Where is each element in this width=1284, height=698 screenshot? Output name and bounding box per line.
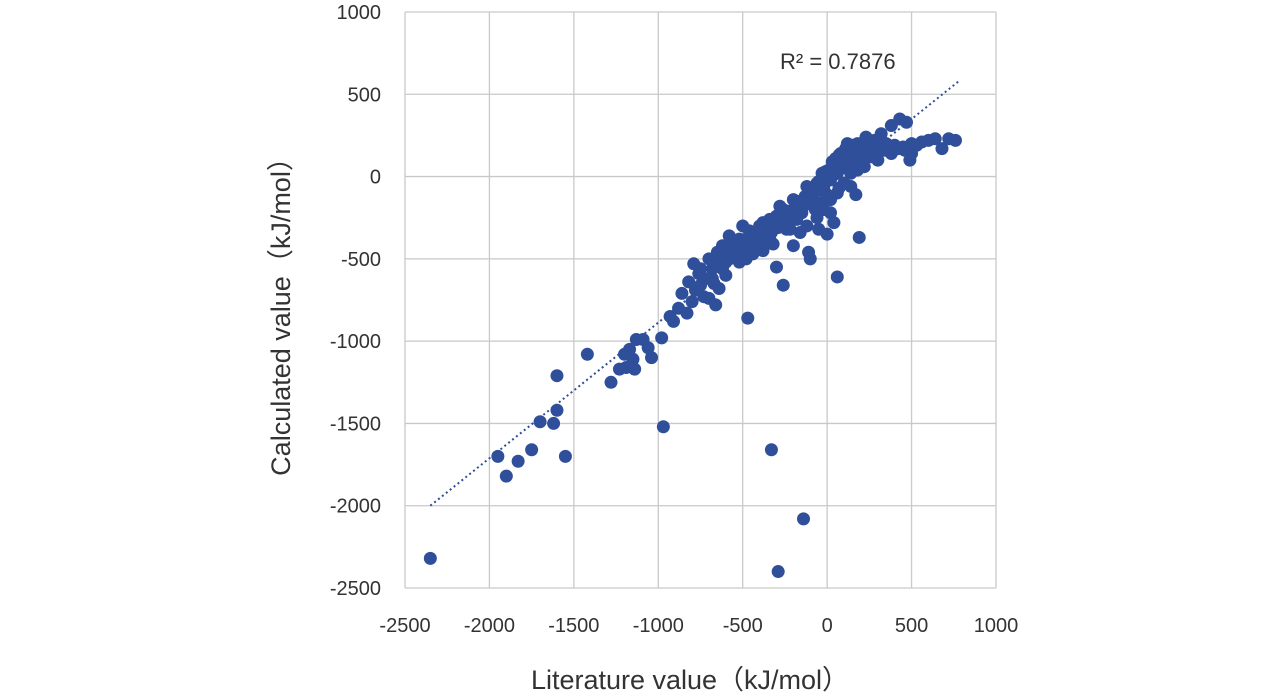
data-point xyxy=(785,207,799,221)
data-point xyxy=(491,449,505,463)
data-point xyxy=(797,512,811,526)
data-point xyxy=(641,341,655,355)
x-tick-label: 500 xyxy=(895,615,928,637)
data-point xyxy=(685,295,699,309)
data-point xyxy=(558,449,572,463)
x-tick-label: -2500 xyxy=(379,615,430,637)
data-point xyxy=(900,115,914,129)
data-point xyxy=(849,188,863,202)
data-point xyxy=(839,153,853,167)
data-point xyxy=(550,369,564,383)
y-tick-label: -2000 xyxy=(330,496,381,518)
data-point xyxy=(680,306,694,320)
data-point xyxy=(820,227,834,241)
y-tick-label: -500 xyxy=(341,249,381,271)
data-point xyxy=(803,252,817,266)
x-tick-label: 1000 xyxy=(974,615,1019,637)
data-point xyxy=(827,216,841,230)
x-tick-label: -500 xyxy=(723,615,763,637)
data-point xyxy=(623,342,637,356)
data-point xyxy=(905,147,919,161)
data-point xyxy=(525,443,539,457)
data-points xyxy=(423,112,962,579)
data-point xyxy=(628,362,642,376)
data-point xyxy=(675,286,689,300)
data-point xyxy=(852,230,866,244)
data-point xyxy=(666,314,680,328)
data-point xyxy=(773,199,787,213)
data-point xyxy=(550,403,564,417)
data-point xyxy=(423,551,437,565)
data-point xyxy=(800,219,814,233)
data-point xyxy=(645,351,659,365)
data-point xyxy=(764,443,778,457)
data-point xyxy=(626,352,640,366)
data-point xyxy=(511,454,525,468)
data-point xyxy=(533,415,547,429)
data-point xyxy=(719,268,733,282)
data-point xyxy=(604,375,618,389)
data-point xyxy=(817,202,831,216)
gridlines xyxy=(404,11,997,589)
tick-labels: -2500 -2000 -1500 -1000 -500 0 500 1000 1000 500 0… xyxy=(330,2,1018,637)
data-point xyxy=(825,161,839,175)
data-point xyxy=(655,331,669,345)
data-point xyxy=(547,416,561,430)
data-point xyxy=(852,142,866,156)
data-point xyxy=(805,186,819,200)
data-point xyxy=(722,229,736,243)
y-axis-title: Calculated value（kJ/mol） xyxy=(266,144,296,476)
r-squared-label: R² = 0.7876 xyxy=(780,49,896,74)
data-point xyxy=(830,186,844,200)
data-point xyxy=(948,133,962,147)
x-tick-label: 0 xyxy=(822,615,833,637)
data-point xyxy=(871,153,885,167)
data-point xyxy=(736,219,750,233)
data-point xyxy=(812,175,826,189)
data-point xyxy=(837,176,851,190)
x-tick-label: -2000 xyxy=(464,615,515,637)
data-point xyxy=(499,469,513,483)
data-point xyxy=(741,311,755,325)
data-point xyxy=(694,262,707,276)
data-point xyxy=(857,160,871,174)
data-point xyxy=(709,298,723,312)
x-tick-label: -1000 xyxy=(633,615,684,637)
y-tick-label: -1500 xyxy=(330,413,381,435)
data-point xyxy=(769,260,783,274)
y-tick-label: -2500 xyxy=(330,578,381,600)
data-point xyxy=(830,270,844,284)
data-point xyxy=(656,420,670,434)
y-tick-label: -1000 xyxy=(330,331,381,353)
data-point xyxy=(580,347,594,361)
data-point xyxy=(776,278,790,292)
y-tick-label: 500 xyxy=(348,84,381,106)
data-point xyxy=(928,132,942,146)
data-point xyxy=(935,142,949,156)
data-point xyxy=(786,239,800,253)
x-tick-label: -1500 xyxy=(548,615,599,637)
y-tick-label: 1000 xyxy=(337,2,382,24)
data-point xyxy=(771,565,785,579)
x-axis-title: Literature value（kJ/mol） xyxy=(531,665,849,695)
y-tick-label: 0 xyxy=(370,167,381,189)
data-point xyxy=(874,127,888,141)
data-point xyxy=(707,277,721,291)
